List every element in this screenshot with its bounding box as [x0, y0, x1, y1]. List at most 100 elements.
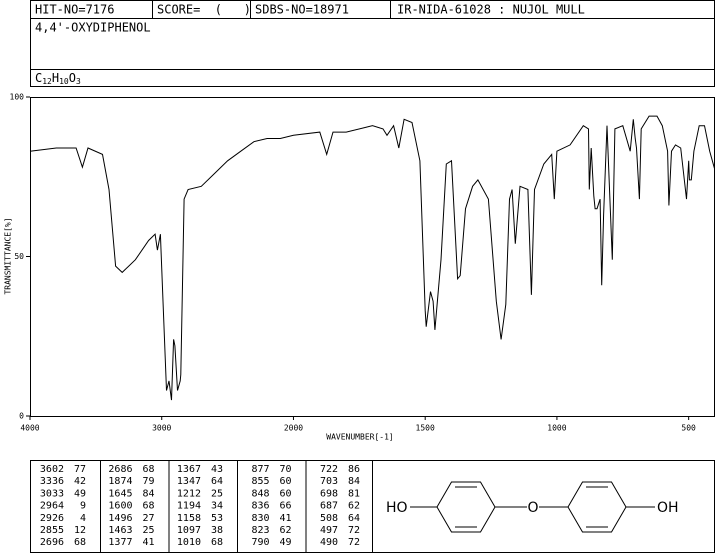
peak-transmittance: 60	[279, 488, 291, 499]
peak-wavenumber: 2964	[40, 501, 64, 512]
peak-transmittance: 68	[142, 501, 154, 512]
peak-wavenumber: 1194	[177, 501, 201, 512]
peak-wavenumber: 687	[320, 501, 338, 512]
peak-transmittance: 77	[74, 464, 86, 475]
score: SCORE= ( )	[157, 3, 251, 17]
peak-wavenumber: 698	[320, 488, 338, 499]
peak-wavenumber: 3033	[40, 488, 64, 499]
peak-wavenumber: 1010	[177, 537, 201, 548]
sdbs-no: SDBS-NO=18971	[255, 3, 349, 17]
peak-wavenumber: 2686	[108, 464, 132, 475]
peak-transmittance: 34	[211, 501, 223, 512]
peak-transmittance: 49	[279, 537, 291, 548]
peak-transmittance: 84	[348, 476, 360, 487]
structure-label: HO	[386, 500, 408, 516]
x-axis-label: WAVENUMBER[-1]	[326, 433, 393, 442]
peak-wavenumber: 790	[251, 537, 269, 548]
peak-transmittance: 43	[211, 464, 223, 475]
peak-transmittance: 42	[74, 476, 86, 487]
peak-wavenumber: 2855	[40, 525, 64, 536]
peak-transmittance: 41	[142, 537, 154, 548]
method: IR-NIDA-61028 : NUJOL MULL	[397, 3, 585, 17]
peak-transmittance: 25	[211, 488, 223, 499]
peak-wavenumber: 1097	[177, 525, 201, 536]
peak-transmittance: 81	[348, 488, 360, 499]
formula-element: O	[69, 71, 76, 85]
peak-transmittance: 79	[142, 476, 154, 487]
x-tick-label: 500	[681, 424, 696, 433]
peak-wavenumber: 703	[320, 476, 338, 487]
peak-wavenumber: 836	[251, 501, 269, 512]
peak-wavenumber: 1158	[177, 513, 201, 524]
x-tick-label: 2000	[284, 424, 303, 433]
formula-subscript: 10	[59, 77, 69, 86]
peak-transmittance: 68	[74, 537, 86, 548]
spectrum-line	[29, 115, 715, 401]
x-tick-label: 1000	[547, 424, 566, 433]
x-tick-label: 4000	[20, 424, 39, 433]
peak-transmittance: 53	[211, 513, 223, 524]
peak-wavenumber: 497	[320, 525, 338, 536]
peak-transmittance: 84	[142, 488, 154, 499]
y-tick-label: 50	[14, 252, 24, 261]
peak-wavenumber: 1496	[108, 513, 132, 524]
peak-wavenumber: 3602	[40, 464, 64, 475]
y-tick-label: 0	[19, 412, 24, 421]
peak-wavenumber: 722	[320, 464, 338, 475]
peak-transmittance: 86	[348, 464, 360, 475]
peak-wavenumber: 3336	[40, 476, 64, 487]
structure-label: O	[527, 500, 538, 516]
x-tick-label: 3000	[152, 424, 171, 433]
peak-transmittance: 12	[74, 525, 86, 536]
peak-transmittance: 27	[142, 513, 154, 524]
peak-wavenumber: 855	[251, 476, 269, 487]
peak-transmittance: 68	[211, 537, 223, 548]
formula-element: C	[35, 71, 42, 85]
peak-transmittance: 60	[279, 476, 291, 487]
peak-transmittance: 68	[142, 464, 154, 475]
formula-subscript: 12	[42, 77, 52, 86]
peak-wavenumber: 2696	[40, 537, 64, 548]
peak-wavenumber: 1347	[177, 476, 201, 487]
peak-wavenumber: 1874	[108, 476, 132, 487]
peak-transmittance: 72	[348, 537, 360, 548]
peak-wavenumber: 490	[320, 537, 338, 548]
peak-wavenumber: 1212	[177, 488, 201, 499]
peak-wavenumber: 1367	[177, 464, 201, 475]
peak-transmittance: 62	[279, 525, 291, 536]
peak-wavenumber: 823	[251, 525, 269, 536]
header-box	[30, 0, 715, 87]
peak-wavenumber: 508	[320, 513, 338, 524]
peak-wavenumber: 1645	[108, 488, 132, 499]
peak-wavenumber: 877	[251, 464, 269, 475]
peak-transmittance: 62	[348, 501, 360, 512]
peak-wavenumber: 2926	[40, 513, 64, 524]
benzene-ring	[567, 481, 627, 533]
compound-name: 4,4'-OXYDIPHENOL	[35, 21, 151, 35]
peak-wavenumber: 1600	[108, 501, 132, 512]
peak-transmittance: 25	[142, 525, 154, 536]
peak-wavenumber: 848	[251, 488, 269, 499]
y-tick-label: 100	[10, 93, 25, 102]
structure-drawing	[410, 481, 655, 533]
structure-label: OH	[657, 500, 679, 516]
formula-subscript: 3	[76, 77, 81, 86]
peak-wavenumber: 830	[251, 513, 269, 524]
peak-transmittance: 41	[279, 513, 291, 524]
hit-no: HIT-NO=7176	[35, 3, 114, 17]
peak-transmittance: 64	[211, 476, 223, 487]
peak-transmittance: 9	[80, 501, 86, 512]
formula: C12H10O3	[35, 71, 81, 86]
peak-transmittance: 64	[348, 513, 360, 524]
x-tick-label: 1500	[416, 424, 435, 433]
benzene-ring	[436, 481, 496, 533]
y-axis-label: TRANSMITTANCE[%]	[4, 217, 13, 294]
peak-transmittance: 70	[279, 464, 291, 475]
formula-element: H	[52, 71, 59, 85]
peak-transmittance: 49	[74, 488, 86, 499]
peak-transmittance: 66	[279, 501, 291, 512]
peak-transmittance: 72	[348, 525, 360, 536]
peak-transmittance: 4	[80, 513, 86, 524]
peak-transmittance: 38	[211, 525, 223, 536]
